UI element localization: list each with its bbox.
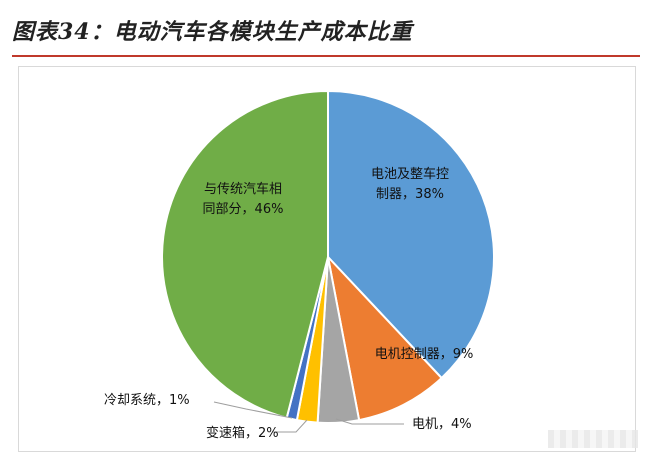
slice-label-6: 与传统汽车相同部分，46% [203,181,284,217]
leader-line-4 [272,419,308,433]
watermark [548,430,638,448]
slice-label-line: 变速箱，2% [206,425,279,441]
slice-label-4: 变速箱，2% [206,425,279,441]
slice-label-line: 电机控制器，9% [375,347,474,362]
leader-line-5 [213,401,293,419]
chart-frame [18,66,636,452]
slice-label-line: 同部分，46% [203,202,284,217]
pie-slice-1 [327,89,495,380]
figure-title: 图表34：电动汽车各模块生产成本比重 [12,19,413,45]
slice-labels: 电池及整车控制器，38% 电机控制器，9% 电机，4% 变速箱，2% 冷却系统，1% 与传… [104,166,473,441]
pie-slice-6 [161,89,329,419]
slice-label-line: 与传统汽车相 [204,181,282,197]
pie-slice-2 [326,253,444,422]
slice-label-3: 电机，4% [412,417,472,432]
slice-label-line: 电池及整车控 [371,166,449,182]
slice-label-line: 冷却系统，1% [104,393,190,408]
slice-label-line: 电机，4% [412,417,472,432]
slice-label-2: 电机控制器，9% [375,347,474,362]
leader-line-3 [335,418,404,425]
pie-slices [161,89,495,424]
slice-label-5: 冷却系统，1% [104,393,190,408]
slice-label-line: 制器，38% [376,187,444,202]
leader-lines [213,401,404,433]
title-divider [12,55,640,57]
slice-label-1: 电池及整车控制器，38% [371,166,449,202]
